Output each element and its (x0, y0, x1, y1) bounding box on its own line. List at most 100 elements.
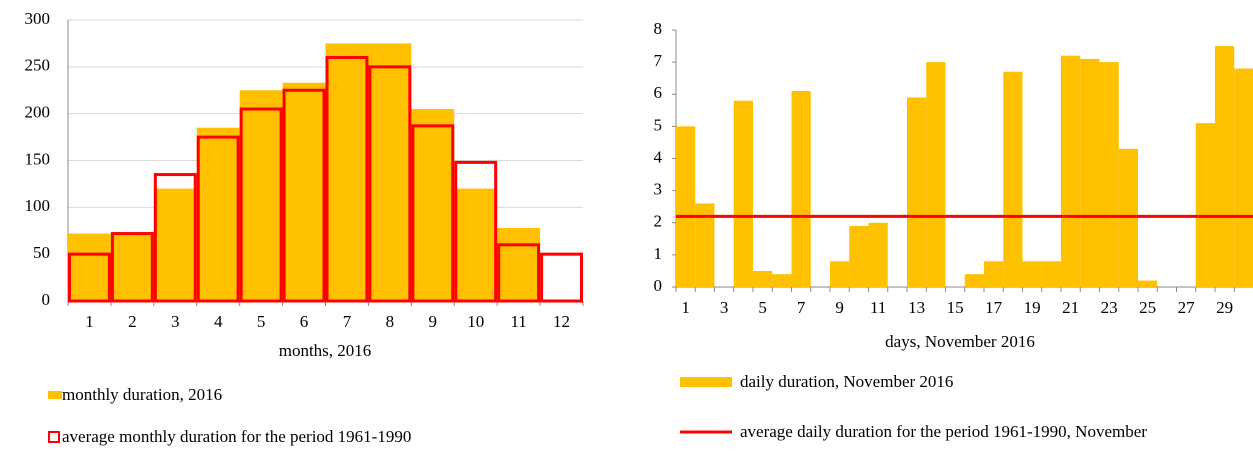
y-tick-label: 0 (42, 290, 51, 309)
bar-outline (497, 243, 541, 303)
legend-label: monthly duration, 2016 (62, 385, 223, 404)
bar (964, 274, 984, 287)
x-tick-label: 19 (1024, 298, 1041, 317)
bar (830, 261, 850, 287)
legend-swatch (680, 377, 732, 387)
bar (497, 227, 541, 301)
x-tick-label: 5 (758, 298, 767, 317)
y-tick-label: 200 (25, 103, 51, 122)
x-tick-label: 23 (1101, 298, 1118, 317)
bar (733, 100, 753, 287)
bar (196, 127, 240, 301)
x-tick-label: 7 (797, 298, 806, 317)
bar (772, 274, 792, 287)
x-tick-label: 6 (300, 312, 309, 331)
x-tick-label: 11 (870, 298, 886, 317)
y-tick-label: 3 (654, 180, 663, 199)
legend-swatch (48, 391, 62, 399)
x-tick-label: 11 (510, 312, 526, 331)
x-tick-label: 9 (835, 298, 844, 317)
bar-outline (454, 160, 498, 303)
bar (1215, 46, 1235, 287)
y-tick-label: 7 (654, 51, 663, 70)
x-tick-label: 3 (720, 298, 729, 317)
x-tick-label: 15 (947, 298, 964, 317)
bar (1041, 261, 1061, 287)
x-tick-label: 25 (1139, 298, 1156, 317)
x-tick-label: 1 (85, 312, 94, 331)
y-tick-label: 1 (654, 244, 663, 263)
bar (1195, 123, 1215, 287)
bar-outline (282, 88, 326, 303)
bar (849, 225, 869, 287)
y-tick-label: 300 (25, 9, 51, 28)
y-tick-label: 50 (33, 243, 50, 262)
x-tick-label: 2 (128, 312, 137, 331)
bar (907, 97, 927, 288)
bar-outline (368, 65, 412, 303)
bar (68, 233, 111, 301)
y-tick-label: 2 (654, 212, 663, 231)
bar-outline (68, 252, 111, 303)
bar (1003, 71, 1023, 287)
bar (1118, 148, 1138, 287)
y-tick-label: 150 (25, 149, 51, 168)
x-tick-label: 27 (1178, 298, 1196, 317)
bar (1099, 62, 1119, 287)
x-tick-label: 1 (681, 298, 690, 317)
x-tick-label: 9 (429, 312, 438, 331)
legend-label: average monthly duration for the period … (62, 427, 412, 446)
bar-outline (196, 135, 240, 303)
x-tick-label: 21 (1062, 298, 1079, 317)
x-tick-label: 10 (467, 312, 484, 331)
bar-outline (153, 173, 197, 303)
bar-outline (540, 252, 583, 303)
legend-label: average daily duration for the period 19… (740, 422, 1147, 441)
bar (926, 62, 946, 287)
bar-outline (411, 124, 455, 303)
x-tick-label: 5 (257, 312, 266, 331)
bar (110, 233, 154, 301)
bar (868, 222, 888, 287)
y-tick-label: 100 (25, 196, 51, 215)
legend-label: daily duration, November 2016 (740, 372, 954, 391)
x-tick-label: 4 (214, 312, 223, 331)
x-tick-label: 12 (553, 312, 570, 331)
x-tick-label: 3 (171, 312, 180, 331)
y-tick-label: 0 (654, 276, 663, 295)
legend-swatch (48, 431, 60, 443)
bar (791, 91, 811, 287)
bar (676, 126, 696, 287)
bar (325, 43, 369, 302)
bar (1022, 261, 1042, 287)
bar (695, 203, 715, 287)
x-tick-label: 29 (1216, 298, 1233, 317)
x-tick-label: 7 (343, 312, 352, 331)
bar-outline (110, 232, 154, 303)
bar (1138, 280, 1158, 287)
bar (984, 261, 1004, 287)
y-tick-label: 8 (654, 19, 663, 38)
x-axis-title: days, November 2016 (885, 332, 1035, 351)
y-tick-label: 6 (654, 83, 663, 102)
bar (1080, 58, 1100, 287)
bar (411, 108, 455, 301)
bar (153, 188, 197, 301)
x-tick-label: 13 (908, 298, 925, 317)
bar (1234, 68, 1253, 287)
x-axis-title: months, 2016 (279, 341, 372, 360)
y-tick-label: 250 (25, 56, 51, 75)
x-tick-label: 8 (386, 312, 395, 331)
bar (239, 90, 283, 301)
bar (368, 43, 412, 302)
y-tick-label: 4 (654, 147, 663, 166)
bar (753, 270, 773, 287)
bar-outline (239, 107, 283, 303)
y-tick-label: 5 (654, 115, 663, 134)
bar-outline (325, 55, 369, 303)
bar (1061, 55, 1081, 288)
bar (282, 82, 326, 301)
x-tick-label: 17 (985, 298, 1003, 317)
